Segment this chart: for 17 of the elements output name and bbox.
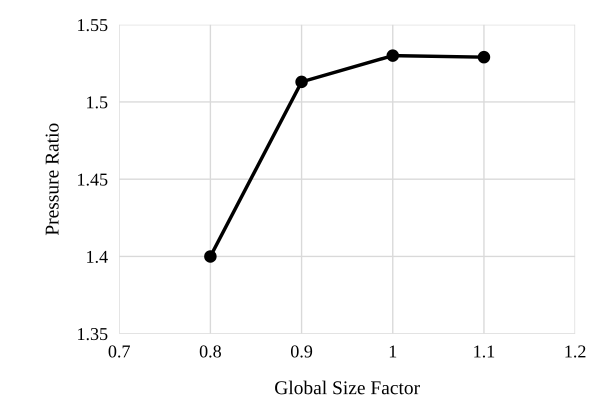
x-tick-label: 0.9 (290, 345, 312, 358)
point (386, 49, 400, 62)
x-axis-title: Global Size Factor (275, 380, 420, 394)
y-tick-label: 1.4 (87, 250, 108, 263)
y-tick-label: 1.45 (78, 174, 108, 186)
x-tick-label: 1.2 (565, 345, 586, 358)
y-tick-label: 1.55 (78, 19, 108, 32)
point (295, 76, 308, 88)
point (204, 250, 217, 263)
x-tick-label: 1 (390, 345, 396, 358)
x-tick-label: 1.1 (474, 345, 494, 358)
x-tick-label: 0.7 (108, 345, 130, 358)
point (478, 50, 490, 64)
x-tick-label: 0.8 (200, 345, 221, 358)
y-tick-label: 1.35 (78, 328, 108, 340)
y-tick-label: 1.5 (87, 96, 108, 108)
y-axis-title: Pressure Ratio (46, 124, 59, 236)
